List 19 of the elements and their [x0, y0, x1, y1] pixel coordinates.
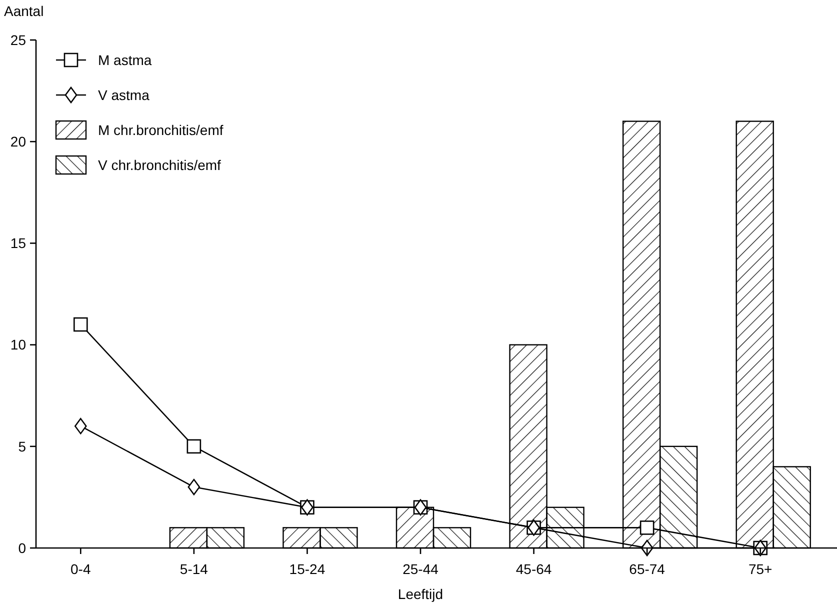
y-tick-label: 20 [10, 134, 26, 150]
x-tick-label: 25-44 [402, 561, 439, 577]
x-tick-label: 0-4 [70, 561, 91, 577]
y-axis-title: Aantal [4, 3, 44, 19]
legend-label: V astma [98, 86, 150, 103]
y-tick-label: 15 [10, 235, 26, 252]
y-tick-label: 5 [18, 438, 26, 454]
x-tick-label: 45-64 [516, 561, 552, 577]
y-tick-label: 25 [10, 32, 26, 48]
x-tick-label: 15-24 [289, 561, 326, 577]
x-tick-label: 5-14 [180, 561, 208, 577]
x-axis-title: Leeftijd [398, 586, 444, 602]
legend-label: M chr.bronchitis/emf [98, 122, 224, 138]
x-tick-label: 65-74 [629, 561, 666, 577]
x-tick-label: 75+ [748, 561, 772, 577]
y-tick-label: 0 [18, 540, 26, 556]
legend-label: M astma [98, 52, 152, 68]
y-tick-label: 10 [10, 336, 26, 353]
legend-label: V chr.bronchitis/emf [98, 156, 222, 173]
